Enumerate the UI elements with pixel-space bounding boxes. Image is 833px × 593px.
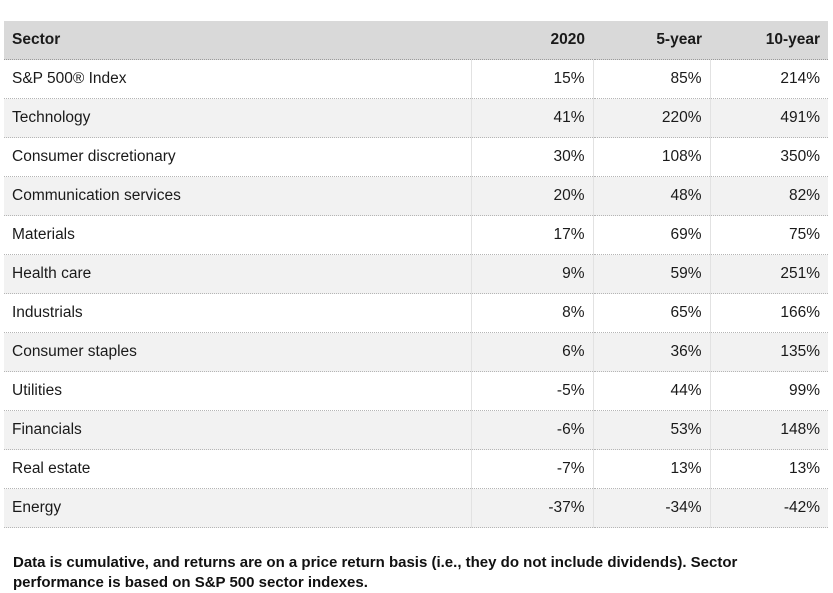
table-row: Consumer discretionary 30% 108% 350% bbox=[4, 137, 828, 177]
sector-name: Industrials bbox=[4, 293, 471, 333]
table-row: Communication services 20% 48% 82% bbox=[4, 176, 828, 216]
table-row: S&P 500® Index 15% 85% 214% bbox=[4, 59, 828, 99]
return-2020: 20% bbox=[470, 176, 593, 216]
table-row: Utilities -5% 44% 99% bbox=[4, 371, 828, 411]
table-row: Technology 41% 220% 491% bbox=[4, 98, 828, 138]
return-2020: 8% bbox=[470, 293, 593, 333]
sector-name: Financials bbox=[4, 410, 471, 450]
table-row: Industrials 8% 65% 166% bbox=[4, 293, 828, 333]
header-row: Sector 2020 5-year 10-year bbox=[4, 21, 828, 60]
return-2020: 15% bbox=[470, 59, 593, 99]
return-2020: 41% bbox=[470, 98, 593, 138]
return-10-year: 99% bbox=[709, 371, 828, 411]
return-10-year: 13% bbox=[709, 449, 828, 489]
sector-name: Health care bbox=[4, 254, 471, 294]
sector-performance-table: Sector 2020 5-year 10-year S&P 500® Inde… bbox=[4, 21, 828, 528]
return-2020: 9% bbox=[470, 254, 593, 294]
return-5-year: 44% bbox=[592, 371, 710, 411]
sector-name: Consumer staples bbox=[4, 332, 471, 372]
return-10-year: 166% bbox=[709, 293, 828, 333]
return-5-year: 108% bbox=[592, 137, 710, 177]
table-row: Materials 17% 69% 75% bbox=[4, 215, 828, 255]
column-header-5-year: 5-year bbox=[593, 21, 710, 60]
return-10-year: 75% bbox=[709, 215, 828, 255]
return-2020: -7% bbox=[470, 449, 593, 489]
return-10-year: 251% bbox=[709, 254, 828, 294]
return-5-year: 36% bbox=[592, 332, 710, 372]
return-10-year: 135% bbox=[709, 332, 828, 372]
return-5-year: 220% bbox=[592, 98, 710, 138]
return-2020: -5% bbox=[470, 371, 593, 411]
return-2020: 6% bbox=[470, 332, 593, 372]
return-5-year: -34% bbox=[592, 488, 710, 528]
return-10-year: 148% bbox=[709, 410, 828, 450]
table-row: Energy -37% -34% -42% bbox=[4, 488, 828, 528]
table-footnote: Data is cumulative, and returns are on a… bbox=[13, 554, 738, 591]
sector-name: Consumer discretionary bbox=[4, 137, 471, 177]
sector-name: Energy bbox=[4, 488, 471, 528]
sector-name: S&P 500® Index bbox=[4, 59, 471, 99]
return-2020: -37% bbox=[470, 488, 593, 528]
return-5-year: 59% bbox=[592, 254, 710, 294]
return-10-year: 491% bbox=[709, 98, 828, 138]
sector-name: Technology bbox=[4, 98, 471, 138]
return-5-year: 53% bbox=[592, 410, 710, 450]
sector-performance-table-container: Sector 2020 5-year 10-year S&P 500® Inde… bbox=[4, 21, 828, 528]
return-5-year: 65% bbox=[592, 293, 710, 333]
column-header-2020: 2020 bbox=[471, 21, 593, 60]
return-2020: -6% bbox=[470, 410, 593, 450]
return-10-year: 214% bbox=[709, 59, 828, 99]
table-row: Real estate -7% 13% 13% bbox=[4, 449, 828, 489]
table-header: Sector 2020 5-year 10-year bbox=[4, 21, 828, 60]
sector-name: Utilities bbox=[4, 371, 471, 411]
table-row: Health care 9% 59% 251% bbox=[4, 254, 828, 294]
return-10-year: 350% bbox=[709, 137, 828, 177]
return-2020: 17% bbox=[470, 215, 593, 255]
return-2020: 30% bbox=[470, 137, 593, 177]
table-row: Financials -6% 53% 148% bbox=[4, 410, 828, 450]
table-row: Consumer staples 6% 36% 135% bbox=[4, 332, 828, 372]
column-header-10-year: 10-year bbox=[710, 21, 828, 60]
column-header-sector: Sector bbox=[4, 21, 471, 60]
return-10-year: 82% bbox=[709, 176, 828, 216]
sector-name: Materials bbox=[4, 215, 471, 255]
return-5-year: 48% bbox=[592, 176, 710, 216]
return-5-year: 69% bbox=[592, 215, 710, 255]
return-5-year: 13% bbox=[592, 449, 710, 489]
table-body: S&P 500® Index 15% 85% 214% Technology 4… bbox=[4, 59, 828, 528]
sector-name: Real estate bbox=[4, 449, 471, 489]
return-10-year: -42% bbox=[709, 488, 828, 528]
return-5-year: 85% bbox=[592, 59, 710, 99]
sector-name: Communication services bbox=[4, 176, 471, 216]
